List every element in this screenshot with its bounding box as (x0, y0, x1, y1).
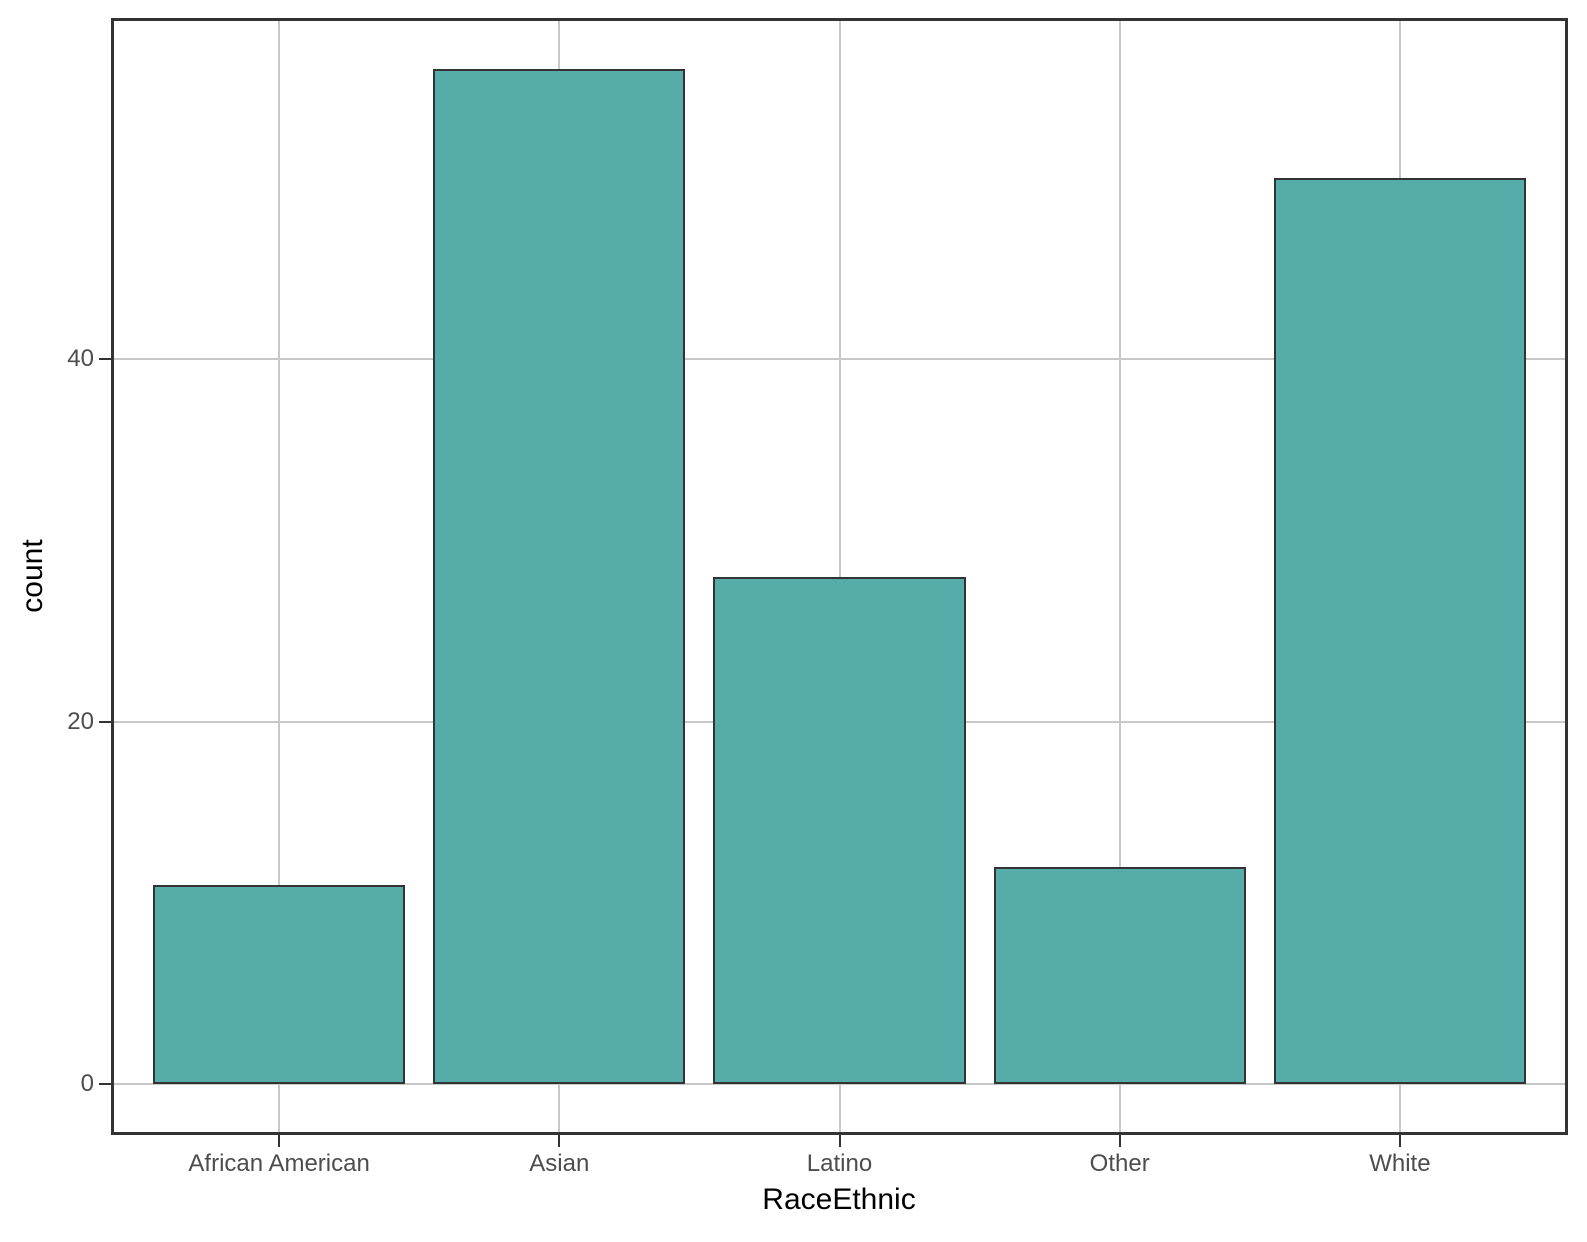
x-tick-mark (558, 1135, 561, 1147)
y-tick-mark (99, 357, 111, 360)
x-tick-label: Asian (529, 1150, 590, 1177)
y-axis-title: count (16, 539, 49, 613)
y-tick-label: 20 (67, 707, 94, 735)
plot-panel (111, 18, 1568, 1135)
y-tick-mark (99, 720, 111, 723)
bar-asian (433, 68, 686, 1085)
x-tick-label: Other (1089, 1150, 1150, 1177)
bar-african-american (153, 884, 406, 1085)
y-tick-label: 40 (67, 344, 94, 372)
bar-other (993, 866, 1246, 1085)
bar-white (1273, 177, 1526, 1085)
x-gridline (1118, 18, 1121, 1135)
x-gridline (278, 18, 281, 1135)
x-tick-mark (1118, 1135, 1121, 1147)
x-axis-title: RaceEthnic (762, 1183, 916, 1216)
y-tick-label: 0 (80, 1070, 94, 1098)
x-tick-mark (838, 1135, 841, 1147)
x-tick-label: African American (188, 1150, 370, 1177)
y-tick-mark (99, 1083, 111, 1086)
x-tick-label: White (1369, 1150, 1431, 1177)
x-tick-label: Latino (806, 1150, 873, 1177)
x-tick-mark (1398, 1135, 1401, 1147)
bar-latino (713, 576, 966, 1085)
x-tick-mark (278, 1135, 281, 1147)
